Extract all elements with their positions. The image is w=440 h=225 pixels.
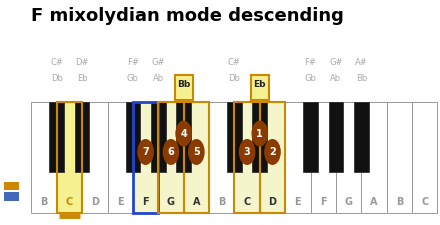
Text: D: D bbox=[268, 197, 276, 207]
Bar bbox=[133, 102, 158, 213]
Text: 2: 2 bbox=[269, 147, 276, 157]
Text: A#: A# bbox=[355, 58, 368, 67]
Bar bbox=[260, 102, 285, 213]
Text: C: C bbox=[421, 197, 429, 207]
Bar bbox=[235, 102, 260, 213]
Text: F: F bbox=[142, 197, 149, 207]
Bar bbox=[303, 102, 318, 172]
Text: 6: 6 bbox=[168, 147, 174, 157]
Text: F#: F# bbox=[304, 58, 316, 67]
Text: Db: Db bbox=[228, 74, 240, 83]
Text: B: B bbox=[40, 197, 48, 207]
Bar bbox=[49, 102, 64, 172]
Text: Ab: Ab bbox=[153, 74, 164, 83]
Bar bbox=[151, 102, 165, 172]
Circle shape bbox=[189, 140, 204, 164]
Bar bbox=[209, 102, 235, 213]
Bar bbox=[57, 102, 82, 213]
Circle shape bbox=[265, 140, 280, 164]
Text: C#: C# bbox=[50, 58, 63, 67]
Text: G#: G# bbox=[329, 58, 343, 67]
Text: A: A bbox=[193, 197, 200, 207]
Text: G#: G# bbox=[151, 58, 165, 67]
Circle shape bbox=[163, 140, 179, 164]
Text: D: D bbox=[91, 197, 99, 207]
Text: G: G bbox=[345, 197, 352, 207]
Bar bbox=[227, 102, 242, 172]
Bar bbox=[260, 102, 285, 213]
Text: B: B bbox=[396, 197, 403, 207]
Bar bbox=[235, 102, 260, 213]
Bar bbox=[158, 102, 183, 213]
Text: C#: C# bbox=[228, 58, 241, 67]
Circle shape bbox=[176, 121, 191, 146]
Circle shape bbox=[252, 121, 268, 146]
Text: basicmusictheory.com: basicmusictheory.com bbox=[8, 71, 15, 145]
Text: D#: D# bbox=[75, 58, 89, 67]
Bar bbox=[125, 102, 140, 172]
Text: Db: Db bbox=[51, 74, 62, 83]
Text: 1: 1 bbox=[257, 128, 263, 139]
Text: 4: 4 bbox=[180, 128, 187, 139]
Text: C: C bbox=[66, 197, 73, 207]
Bar bbox=[336, 102, 361, 213]
Bar bbox=[412, 102, 437, 213]
Bar bbox=[354, 102, 369, 172]
Text: G: G bbox=[167, 197, 175, 207]
Text: E: E bbox=[117, 197, 124, 207]
Bar bbox=[57, 102, 82, 213]
Circle shape bbox=[239, 140, 255, 164]
Text: Gb: Gb bbox=[127, 74, 139, 83]
Bar bbox=[253, 102, 267, 172]
Bar bbox=[329, 102, 343, 172]
Text: Bb: Bb bbox=[356, 74, 367, 83]
Text: 5: 5 bbox=[193, 147, 200, 157]
Bar bbox=[82, 102, 107, 213]
Bar bbox=[31, 102, 57, 213]
Text: Eb: Eb bbox=[253, 80, 266, 89]
Text: Bb: Bb bbox=[177, 80, 190, 89]
Bar bbox=[251, 75, 269, 100]
Text: 3: 3 bbox=[244, 147, 250, 157]
Text: 7: 7 bbox=[142, 147, 149, 157]
Text: A: A bbox=[370, 197, 378, 207]
Bar bbox=[175, 75, 193, 100]
Bar bbox=[4, 192, 19, 201]
Bar bbox=[183, 102, 209, 213]
Text: C: C bbox=[243, 197, 251, 207]
Text: E: E bbox=[294, 197, 301, 207]
Text: F#: F# bbox=[127, 58, 139, 67]
Bar bbox=[133, 102, 158, 213]
Bar bbox=[4, 182, 19, 190]
Text: F: F bbox=[320, 197, 326, 207]
Text: Eb: Eb bbox=[77, 74, 88, 83]
Bar bbox=[387, 102, 412, 213]
Text: F mixolydian mode descending: F mixolydian mode descending bbox=[31, 7, 344, 25]
Bar bbox=[311, 102, 336, 213]
Circle shape bbox=[138, 140, 153, 164]
Bar bbox=[158, 102, 183, 213]
Text: B: B bbox=[218, 197, 225, 207]
Bar bbox=[361, 102, 387, 213]
Bar bbox=[183, 102, 209, 213]
Bar bbox=[75, 102, 89, 172]
Bar bbox=[176, 102, 191, 172]
Bar bbox=[285, 102, 311, 213]
Bar bbox=[107, 102, 133, 213]
Text: Gb: Gb bbox=[304, 74, 316, 83]
Text: Ab: Ab bbox=[330, 74, 341, 83]
